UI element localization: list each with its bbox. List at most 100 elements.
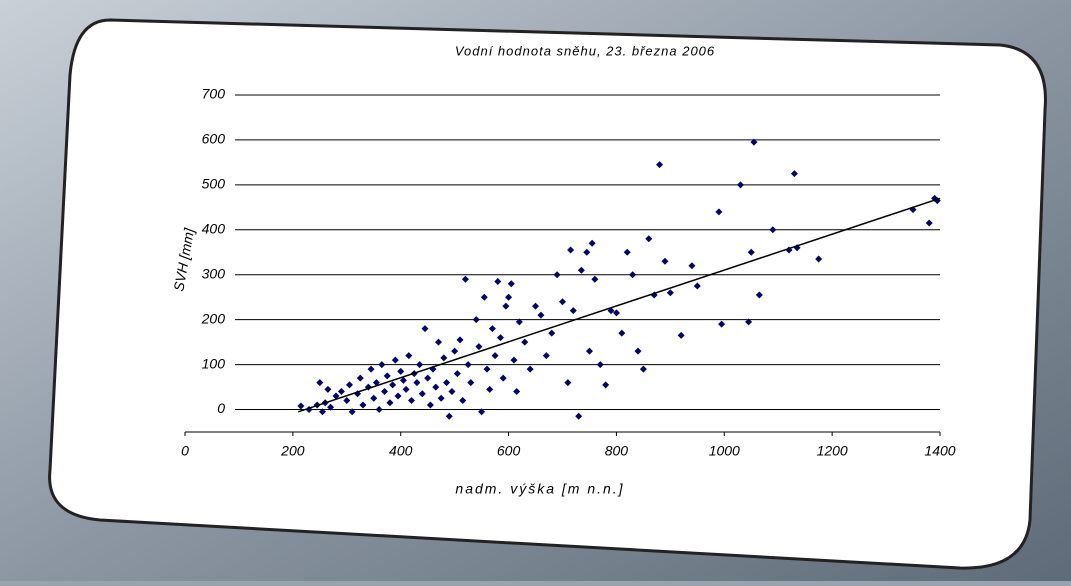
point	[513, 388, 521, 396]
point	[453, 370, 461, 378]
point	[480, 293, 488, 301]
point	[345, 381, 353, 389]
point	[372, 379, 380, 387]
point	[386, 399, 394, 407]
point	[316, 379, 324, 387]
point	[661, 257, 669, 265]
point	[297, 402, 305, 410]
point	[532, 302, 540, 310]
point	[639, 365, 647, 373]
trend-line	[298, 197, 941, 413]
point	[521, 338, 529, 346]
point	[577, 266, 585, 274]
point	[472, 316, 480, 324]
point	[332, 392, 340, 400]
point	[769, 226, 777, 234]
point	[588, 239, 596, 247]
point	[656, 161, 664, 169]
x-axis-label: nadm. výška [m n.n.]	[455, 481, 624, 497]
point	[391, 356, 399, 364]
y-tick-label: 500	[202, 176, 226, 192]
point	[488, 325, 496, 333]
x-tick-label: 200	[280, 443, 305, 459]
point	[337, 388, 345, 396]
plot-area: 0 100 200 300 400 500 600 700 0 200 400 600 800 1000 1…	[181, 86, 956, 459]
point	[537, 311, 545, 319]
point	[645, 235, 653, 243]
point	[499, 374, 507, 382]
point	[618, 329, 626, 337]
point	[416, 361, 424, 369]
point	[507, 280, 515, 288]
y-tick-label: 200	[201, 310, 226, 326]
point	[389, 381, 397, 389]
x-tick-label: 800	[605, 443, 629, 459]
point	[434, 338, 442, 346]
point	[370, 394, 378, 402]
y-tick-label: 600	[202, 131, 226, 147]
point	[755, 291, 763, 299]
point	[348, 408, 356, 416]
y-tick-label: 700	[202, 86, 226, 102]
point	[596, 361, 604, 369]
point	[456, 336, 464, 344]
point	[559, 298, 566, 306]
point	[424, 374, 432, 382]
x-tick-label: 1400	[924, 443, 955, 459]
point	[505, 293, 513, 301]
point	[324, 385, 332, 393]
point	[378, 361, 386, 369]
point	[451, 347, 459, 355]
point	[483, 365, 491, 373]
point	[437, 394, 445, 402]
point	[548, 329, 556, 337]
point	[408, 397, 415, 405]
point	[448, 388, 456, 396]
point	[515, 318, 523, 326]
point	[747, 248, 755, 256]
point	[319, 408, 327, 416]
point	[459, 397, 467, 405]
point	[553, 271, 561, 279]
point	[464, 361, 472, 369]
point	[715, 208, 723, 216]
point	[399, 376, 407, 384]
point	[750, 138, 758, 146]
point	[486, 385, 494, 393]
point	[367, 365, 375, 373]
point	[394, 392, 402, 400]
point	[327, 403, 335, 411]
point	[526, 365, 534, 373]
point	[491, 352, 499, 360]
point	[564, 379, 572, 387]
x-tick-label: 600	[497, 443, 521, 459]
point	[443, 379, 451, 387]
point	[356, 374, 364, 382]
y-tick-label: 400	[202, 221, 226, 237]
card	[48, 18, 1047, 570]
point	[688, 262, 696, 270]
y-tick-label: 100	[202, 355, 226, 371]
point	[510, 356, 518, 364]
point	[629, 271, 637, 279]
x-tick-label: 1200	[817, 443, 848, 459]
point	[815, 255, 823, 263]
point	[461, 275, 469, 283]
point	[583, 248, 591, 256]
y-tick-label: 0	[217, 400, 225, 416]
point	[542, 352, 550, 360]
point	[381, 388, 389, 396]
point	[343, 397, 351, 405]
point	[677, 331, 685, 339]
point	[494, 277, 502, 285]
point	[475, 343, 483, 351]
point	[623, 248, 631, 256]
point	[478, 408, 486, 416]
point	[575, 412, 583, 420]
point	[567, 246, 575, 254]
point	[405, 352, 413, 360]
point	[440, 354, 448, 362]
point	[467, 379, 475, 387]
